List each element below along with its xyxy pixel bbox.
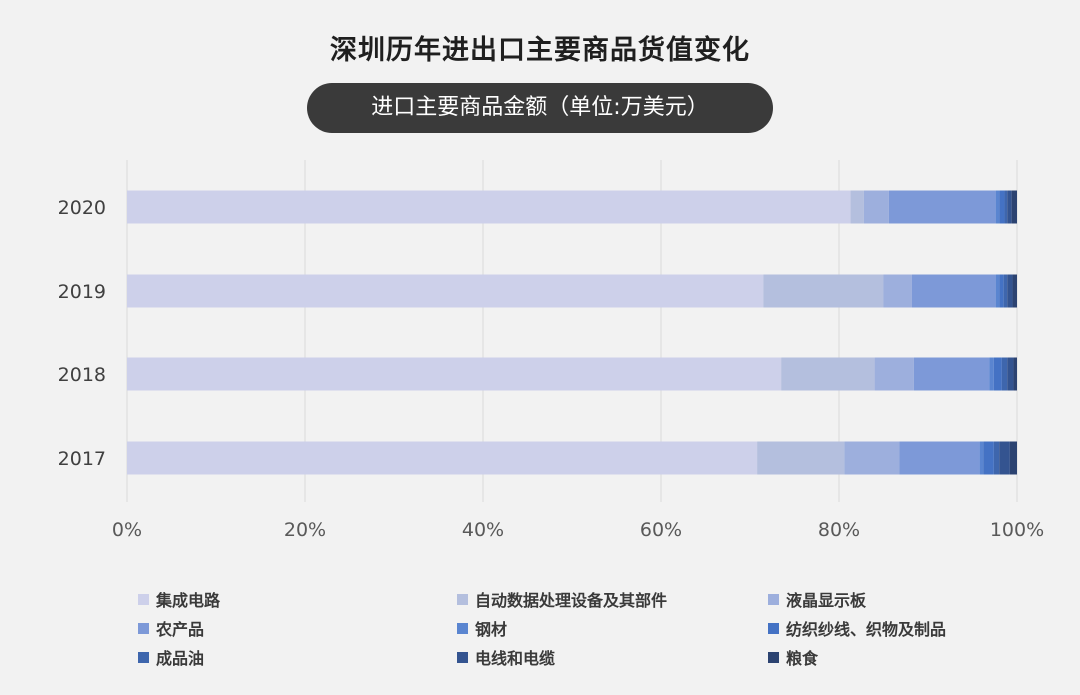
legend-item: 纺织纱线、织物及制品 — [768, 617, 946, 639]
bar-segment — [983, 441, 994, 475]
y-category-label: 2018 — [58, 364, 106, 386]
bar-segment — [913, 357, 990, 391]
bar-segment — [993, 357, 1002, 391]
legend-swatch — [768, 651, 779, 663]
legend-label: 成品油 — [156, 649, 205, 668]
bar-segment — [911, 274, 996, 308]
legend-swatch — [457, 651, 468, 663]
x-tick-label: 40% — [462, 519, 504, 541]
legend-label: 自动数据处理设备及其部件 — [475, 591, 668, 610]
x-tick-label: 20% — [284, 519, 326, 541]
bar-segment — [1004, 190, 1008, 224]
legend-item: 自动数据处理设备及其部件 — [457, 588, 667, 610]
bar-segment — [999, 274, 1004, 308]
y-category-label: 2020 — [58, 197, 106, 219]
legend-label: 钢材 — [475, 620, 508, 639]
bar-segment — [888, 190, 996, 224]
bar-segment — [844, 441, 900, 475]
bar-segment — [995, 274, 1000, 308]
bar-segment — [1013, 357, 1017, 391]
legend-swatch — [457, 622, 468, 634]
x-tick-label: 60% — [640, 519, 682, 541]
x-tick-label: 80% — [818, 519, 860, 541]
legend-item: 液晶显示板 — [768, 588, 866, 610]
bar-segment — [989, 357, 994, 391]
bar-segment — [1012, 274, 1017, 308]
bar-segment — [995, 190, 1000, 224]
legend-swatch — [457, 593, 468, 605]
bar-segment — [979, 441, 984, 475]
bar-segment — [781, 357, 875, 391]
bar-segment — [127, 274, 764, 308]
legend-label: 农产品 — [156, 620, 205, 639]
bar-segment — [1001, 357, 1008, 391]
legend-swatch — [768, 622, 779, 634]
bar-segment — [993, 441, 1000, 475]
bar-segment — [1003, 274, 1008, 308]
chart-title: 深圳历年进出口主要商品货值变化 — [330, 35, 750, 66]
bar-segment — [1009, 441, 1017, 475]
bar-segment — [757, 441, 845, 475]
x-tick-label: 100% — [990, 519, 1044, 541]
legend-item: 钢材 — [457, 617, 507, 639]
legend-label: 液晶显示板 — [786, 591, 867, 610]
legend-item: 农产品 — [138, 617, 204, 639]
legend-swatch — [138, 651, 149, 663]
bar-segment — [763, 274, 884, 308]
legend-swatch — [768, 593, 779, 605]
bar-segment — [999, 190, 1005, 224]
y-category-label: 2019 — [58, 281, 106, 303]
legend-label: 粮食 — [786, 649, 819, 668]
chart-subtitle: 进口主要商品金额（单位:万美元） — [307, 83, 773, 133]
bar-segment — [1007, 357, 1014, 391]
bar-segment — [1011, 190, 1017, 224]
legend-label: 电线和电缆 — [475, 649, 556, 668]
legend-swatch — [138, 593, 149, 605]
stacked-bar-chart: 0% 20% 40% 60% 80% 100% 2020 2019 2018 2017 — [58, 160, 1044, 541]
x-tick-label: 0% — [112, 519, 142, 541]
bar-segment — [1007, 190, 1012, 224]
bar-segment — [850, 190, 864, 224]
legend-item: 电线和电缆 — [457, 646, 555, 668]
legend-label: 纺织纱线、织物及制品 — [786, 620, 947, 639]
bar-segment — [883, 274, 912, 308]
legend-item: 集成电路 — [138, 588, 220, 610]
bar-segment — [127, 190, 851, 224]
legend-item: 粮食 — [768, 646, 818, 668]
bar-segment — [863, 190, 889, 224]
chart-legend: 集成电路 自动数据处理设备及其部件 液晶显示板农产品 钢材 纺织纱线、织物及制品成品油 电… — [0, 586, 1080, 686]
bar-segment — [127, 357, 782, 391]
legend-label: 集成电路 — [156, 591, 221, 610]
bar-segment — [999, 441, 1010, 475]
bar-segment — [874, 357, 914, 391]
legend-swatch — [138, 622, 149, 634]
bar-segment — [1007, 274, 1013, 308]
bar-segment — [899, 441, 980, 475]
bar-segment — [127, 441, 758, 475]
y-category-label: 2017 — [58, 448, 106, 470]
legend-item: 成品油 — [138, 646, 204, 668]
